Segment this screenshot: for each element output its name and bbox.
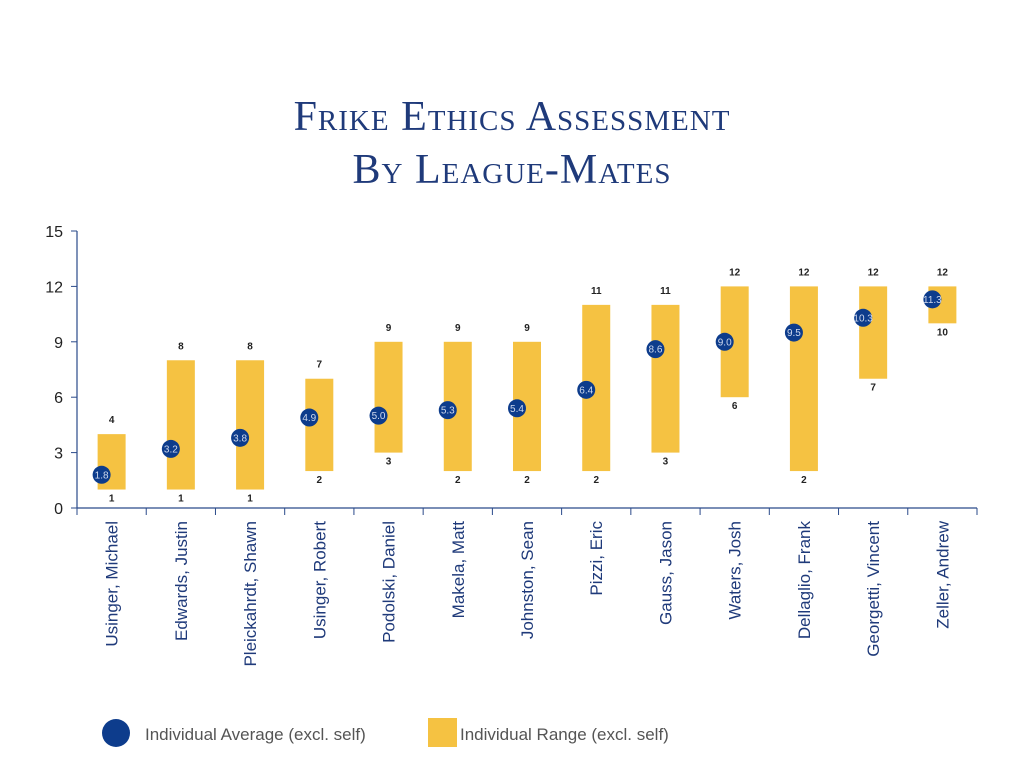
average-value-label: 3.2 (164, 444, 178, 455)
range-high-label: 12 (937, 267, 949, 278)
range-low-label: 1 (109, 494, 115, 505)
average-point (854, 308, 873, 327)
y-tick-label: 9 (54, 335, 63, 352)
legend-range-swatch (428, 718, 457, 747)
range-bar (166, 360, 195, 490)
range-high-label: 11 (591, 286, 602, 297)
average-value-label: 3.8 (233, 433, 247, 444)
y-tick-label: 3 (54, 446, 63, 463)
range-bar (236, 360, 265, 490)
range-low-label: 1 (178, 494, 184, 505)
y-tick-label: 0 (54, 501, 63, 518)
range-high-label: 12 (798, 267, 810, 278)
range-low-label: 2 (524, 475, 530, 486)
average-point (300, 408, 319, 427)
legend-average-swatch (102, 719, 130, 747)
range-bar (789, 286, 818, 472)
chart-title-line-2: By League-Mates (353, 147, 672, 193)
range-bars: 4 1 8 1 8 1 7 2 9 3 9 2 9 2 11 2 11 3 12 6 12 2 12 7 12 10 (97, 267, 957, 505)
average-point (784, 323, 803, 342)
average-point (231, 428, 250, 447)
range-high-label: 9 (386, 323, 392, 334)
average-value-label: 1.8 (95, 470, 109, 481)
range-low-label: 6 (732, 401, 738, 412)
average-point (508, 399, 526, 418)
x-category-label: Usinger, Michael (103, 521, 122, 647)
range-high-label: 4 (109, 415, 115, 426)
average-value-label: 5.4 (510, 404, 524, 415)
x-category-label: Gauss, Jason (656, 521, 675, 625)
x-category-label: Pizzi, Eric (587, 521, 606, 596)
average-point (923, 290, 942, 309)
range-low-label: 3 (663, 457, 669, 468)
average-value-label: 10.3 (853, 313, 873, 324)
x-category-label: Georgetti, Vincent (864, 521, 883, 657)
range-high-label: 9 (455, 323, 461, 334)
x-category-label: Makela, Matt (449, 521, 468, 619)
average-value-label: 9.5 (787, 328, 801, 339)
range-low-label: 1 (247, 494, 253, 505)
range-low-label: 2 (455, 475, 461, 486)
average-points: 1.8 3.2 3.8 4.9 5.0 5.3 5.4 6.4 8.6 9.0 9.5 10.3 11.… (92, 290, 942, 484)
x-category-label: Dellaglio, Frank (795, 521, 814, 640)
range-high-label: 7 (317, 360, 323, 371)
range-low-label: 2 (317, 475, 323, 486)
y-tick-label: 12 (45, 279, 63, 296)
x-category-label: Podolski, Daniel (380, 521, 399, 643)
range-low-label: 3 (386, 457, 392, 468)
x-category-label: Edwards, Justin (172, 521, 191, 641)
average-point (92, 465, 111, 484)
x-category-label: Zeller, Andrew (933, 520, 952, 628)
range-high-label: 8 (178, 341, 184, 352)
x-category-label: Pleickahrdt, Shawn (241, 521, 260, 667)
range-high-label: 12 (868, 267, 880, 278)
range-low-label: 10 (937, 327, 949, 338)
y-tick-label: 6 (54, 390, 63, 407)
legend-range-label: Individual Range (excl. self) (460, 725, 669, 744)
average-value-label: 11.3 (923, 295, 942, 306)
average-value-label: 6.4 (579, 385, 593, 396)
range-bar (859, 286, 888, 379)
x-category-label: Usinger, Robert (310, 521, 329, 639)
range-high-label: 12 (729, 267, 741, 278)
range-high-label: 11 (660, 286, 671, 297)
range-bar (374, 341, 403, 453)
average-point (577, 380, 596, 399)
average-value-label: 8.6 (649, 345, 663, 356)
legend-average-label: Individual Average (excl. self) (145, 725, 366, 744)
range-low-label: 2 (801, 475, 807, 486)
average-value-label: 9.0 (718, 337, 732, 348)
y-tick-label: 15 (45, 224, 63, 241)
average-point (369, 406, 388, 425)
range-low-label: 2 (593, 475, 599, 486)
legend: Individual Average (excl. self) Individu… (102, 718, 669, 747)
range-high-label: 9 (524, 323, 530, 334)
range-high-label: 8 (247, 341, 253, 352)
chart-title-line-1: Frike Ethics Assessment (294, 94, 731, 140)
average-value-label: 5.3 (441, 406, 455, 417)
average-point (646, 340, 665, 359)
average-value-label: 5.0 (372, 411, 386, 422)
average-point (715, 332, 734, 351)
average-value-label: 4.9 (302, 413, 316, 424)
range-low-label: 7 (870, 383, 876, 394)
range-bar (651, 304, 680, 453)
average-point (161, 439, 180, 458)
x-category-label: Johnston, Sean (518, 521, 537, 639)
average-point (438, 401, 457, 420)
x-category-label: Waters, Josh (726, 521, 745, 620)
